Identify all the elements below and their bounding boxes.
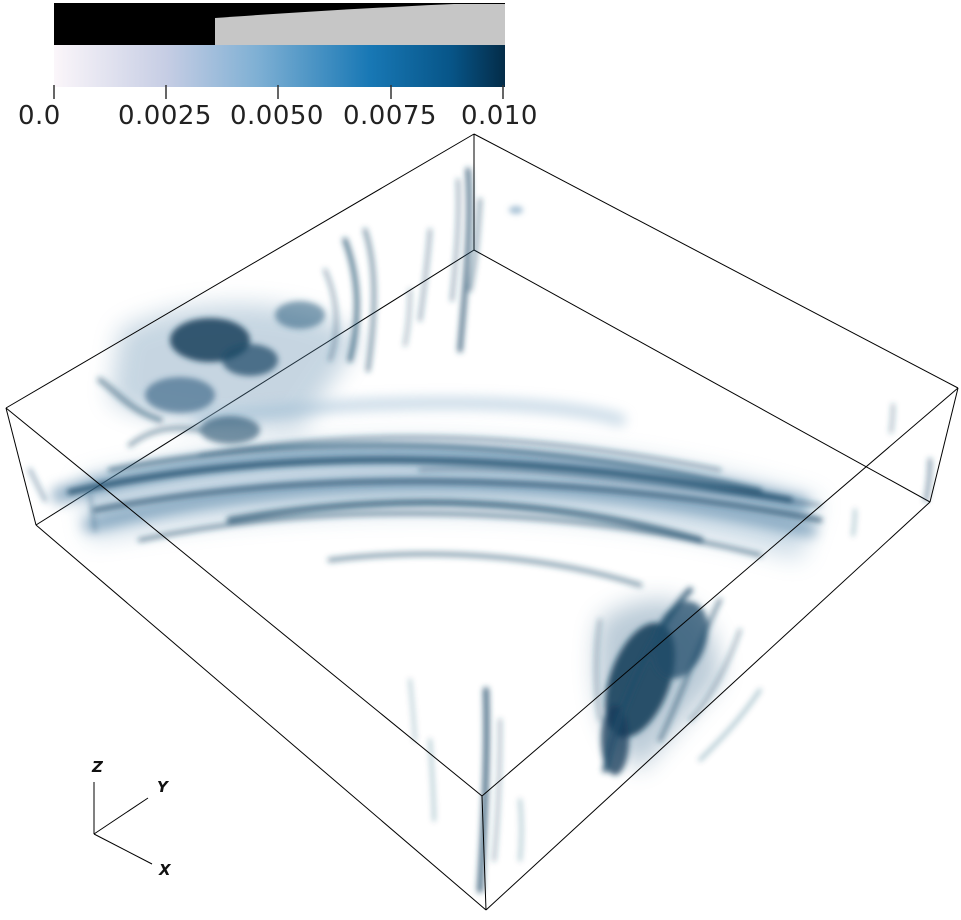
colorbar-tick-label: 0.010 [461, 101, 538, 131]
colorbar-tick-label: 0.0075 [343, 101, 437, 131]
colorbar [54, 45, 505, 87]
orientation-axes [93, 782, 153, 865]
colorbar-ticks [53, 85, 504, 99]
right-edge-streaks [851, 403, 932, 537]
lower-right-cluster [594, 587, 762, 775]
bounding-box-front [5, 133, 959, 911]
vertical-streaks-bottom [408, 678, 523, 893]
axis-label-y: Y [157, 778, 168, 796]
axis-label-x: X [159, 861, 171, 879]
axis-label-z: Z [92, 758, 103, 776]
colorbar-tick-label: 0.0050 [230, 101, 324, 131]
opacity-transfer-bar [54, 3, 505, 45]
volume-haze [80, 304, 820, 770]
upper-left-cluster [97, 228, 432, 448]
filament-bundle [51, 397, 823, 588]
colorbar-tick-label: 0.0 [18, 101, 61, 131]
vertical-streaks-top [450, 167, 523, 353]
left-edge-streaks [28, 468, 97, 532]
colorbar-tick-label: 0.0025 [118, 101, 212, 131]
